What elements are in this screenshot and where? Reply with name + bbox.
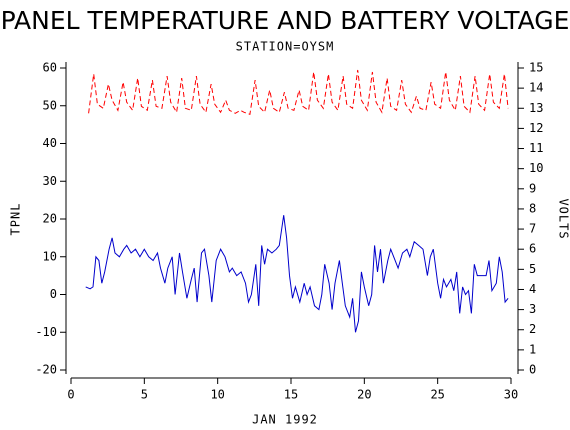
x-tick-label: 25 bbox=[430, 388, 444, 402]
y2-tick-label: 8 bbox=[529, 201, 536, 215]
x-tick-label: 0 bbox=[67, 388, 74, 402]
x-axis-label: JAN 1992 bbox=[252, 413, 318, 427]
y2-tick-label: 3 bbox=[529, 302, 536, 316]
x-tick-label: 10 bbox=[210, 388, 224, 402]
y2-tick-label: 7 bbox=[529, 222, 536, 236]
chart-subtitle: STATION=OYSM bbox=[236, 40, 335, 54]
y-tick-label: 30 bbox=[43, 174, 57, 188]
chart-title: PANEL TEMPERATURE AND BATTERY VOLTAGE bbox=[1, 6, 570, 35]
y2-tick-label: 10 bbox=[529, 161, 543, 175]
y-tick-label: -10 bbox=[35, 325, 57, 339]
y2-tick-label: 1 bbox=[529, 342, 536, 356]
y-tick-label: 20 bbox=[43, 212, 57, 226]
series-line bbox=[85, 215, 509, 333]
y-tick-label: 60 bbox=[43, 61, 57, 75]
y2-tick-label: 11 bbox=[529, 141, 543, 155]
y-tick-label: 50 bbox=[43, 98, 57, 112]
x-tick-label: 5 bbox=[141, 388, 148, 402]
x-tick-label: 15 bbox=[284, 388, 298, 402]
y-tick-label: 10 bbox=[43, 249, 57, 263]
y2-tick-label: 15 bbox=[529, 61, 543, 75]
y2-tick-label: 5 bbox=[529, 262, 536, 276]
y2-tick-label: 4 bbox=[529, 282, 536, 296]
y-tick-label: 40 bbox=[43, 136, 57, 150]
series-line bbox=[88, 69, 509, 115]
y2-tick-label: 0 bbox=[529, 363, 536, 377]
y2-tick-label: 13 bbox=[529, 101, 543, 115]
y-axis-label: TPNL bbox=[9, 203, 23, 236]
y-tick-label: 0 bbox=[50, 287, 57, 301]
y-tick-label: -20 bbox=[35, 363, 57, 377]
x-tick-label: 20 bbox=[357, 388, 371, 402]
y2-tick-label: 6 bbox=[529, 242, 536, 256]
y2-tick-label: 14 bbox=[529, 81, 543, 95]
x-tick-label: 30 bbox=[504, 388, 518, 402]
y2-axis-label: VOLTS bbox=[557, 198, 570, 239]
y2-tick-label: 9 bbox=[529, 181, 536, 195]
y2-tick-label: 2 bbox=[529, 322, 536, 336]
y2-tick-label: 12 bbox=[529, 121, 543, 135]
